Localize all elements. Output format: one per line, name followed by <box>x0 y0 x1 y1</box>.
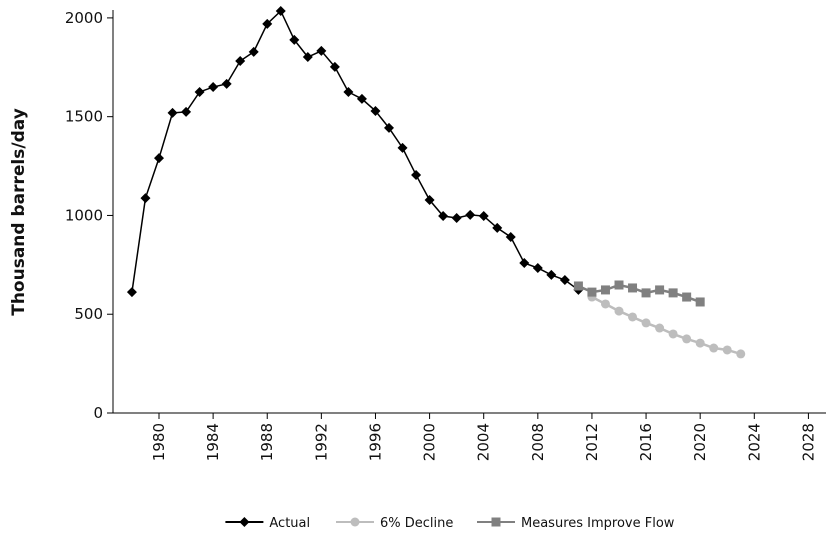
data-point <box>628 312 638 322</box>
data-point <box>154 153 164 164</box>
data-point <box>600 299 610 309</box>
y-tick-label: 1500 <box>65 108 103 126</box>
y-tick-label: 1000 <box>65 206 103 224</box>
data-point <box>655 323 665 333</box>
data-point <box>221 78 232 89</box>
x-tick-label: 1996 <box>366 423 384 461</box>
data-point <box>262 18 273 29</box>
legend-label: Measures Improve Flow <box>521 516 675 531</box>
x-tick-label: 2020 <box>691 423 709 461</box>
legend-label: Actual <box>269 516 310 531</box>
data-point <box>302 52 313 63</box>
data-point <box>194 86 205 97</box>
data-point <box>519 258 530 269</box>
data-point <box>587 287 597 297</box>
y-tick-label: 2000 <box>65 9 103 27</box>
data-point <box>329 61 340 72</box>
data-point <box>546 269 557 280</box>
data-point <box>167 107 178 118</box>
data-point <box>668 288 678 298</box>
data-point <box>275 5 286 16</box>
legend-marker <box>239 517 250 527</box>
data-point <box>356 93 367 104</box>
data-point <box>384 122 394 133</box>
data-point <box>289 34 300 45</box>
data-point <box>668 329 678 339</box>
data-point <box>641 288 651 298</box>
data-point <box>397 142 408 153</box>
data-point <box>424 195 435 206</box>
legend-marker <box>491 517 501 527</box>
series-line <box>577 283 701 304</box>
data-point <box>695 297 705 307</box>
data-point <box>559 275 570 286</box>
data-point <box>438 211 449 222</box>
series-line <box>591 295 742 356</box>
data-point <box>316 45 327 56</box>
data-point <box>343 86 354 97</box>
data-point <box>248 46 259 57</box>
data-point <box>140 193 151 204</box>
data-point <box>411 169 422 180</box>
data-point <box>532 262 543 273</box>
data-point <box>600 285 610 295</box>
data-point <box>709 343 719 353</box>
data-point <box>478 211 489 222</box>
x-tick-label: 2000 <box>421 423 439 461</box>
x-tick-label: 1988 <box>258 423 276 461</box>
data-point <box>695 338 705 348</box>
data-point <box>573 281 583 291</box>
data-point <box>235 55 246 66</box>
x-tick-label: 1992 <box>312 423 330 461</box>
x-tick-label: 2028 <box>799 423 817 461</box>
y-tick-label: 500 <box>74 305 103 323</box>
x-tick-label: 2016 <box>637 423 655 461</box>
data-point <box>682 334 692 344</box>
data-point <box>655 285 665 295</box>
data-point <box>465 209 476 220</box>
data-point <box>126 287 137 298</box>
x-tick-label: 2004 <box>475 423 493 461</box>
data-point <box>682 292 692 302</box>
x-tick-label: 2012 <box>583 423 601 461</box>
legend-marker <box>350 517 360 527</box>
data-point <box>628 283 638 293</box>
data-point <box>505 231 516 242</box>
series-line <box>131 9 579 293</box>
data-point <box>208 82 219 93</box>
data-point <box>736 349 746 359</box>
x-tick-label: 2008 <box>529 423 547 461</box>
legend-label: 6% Decline <box>380 516 453 531</box>
x-tick-label: 1980 <box>150 423 168 461</box>
data-point <box>641 318 651 328</box>
data-point <box>614 306 624 316</box>
data-point <box>614 280 624 290</box>
data-point <box>722 345 732 355</box>
y-tick-label: 0 <box>93 404 103 422</box>
data-point <box>181 106 192 117</box>
x-tick-label: 1984 <box>204 423 222 461</box>
x-tick-label: 2024 <box>745 423 763 461</box>
data-point <box>451 213 462 224</box>
data-point <box>492 222 503 233</box>
y-axis-label: Thousand barrels/day <box>9 108 29 316</box>
data-point <box>370 105 381 116</box>
